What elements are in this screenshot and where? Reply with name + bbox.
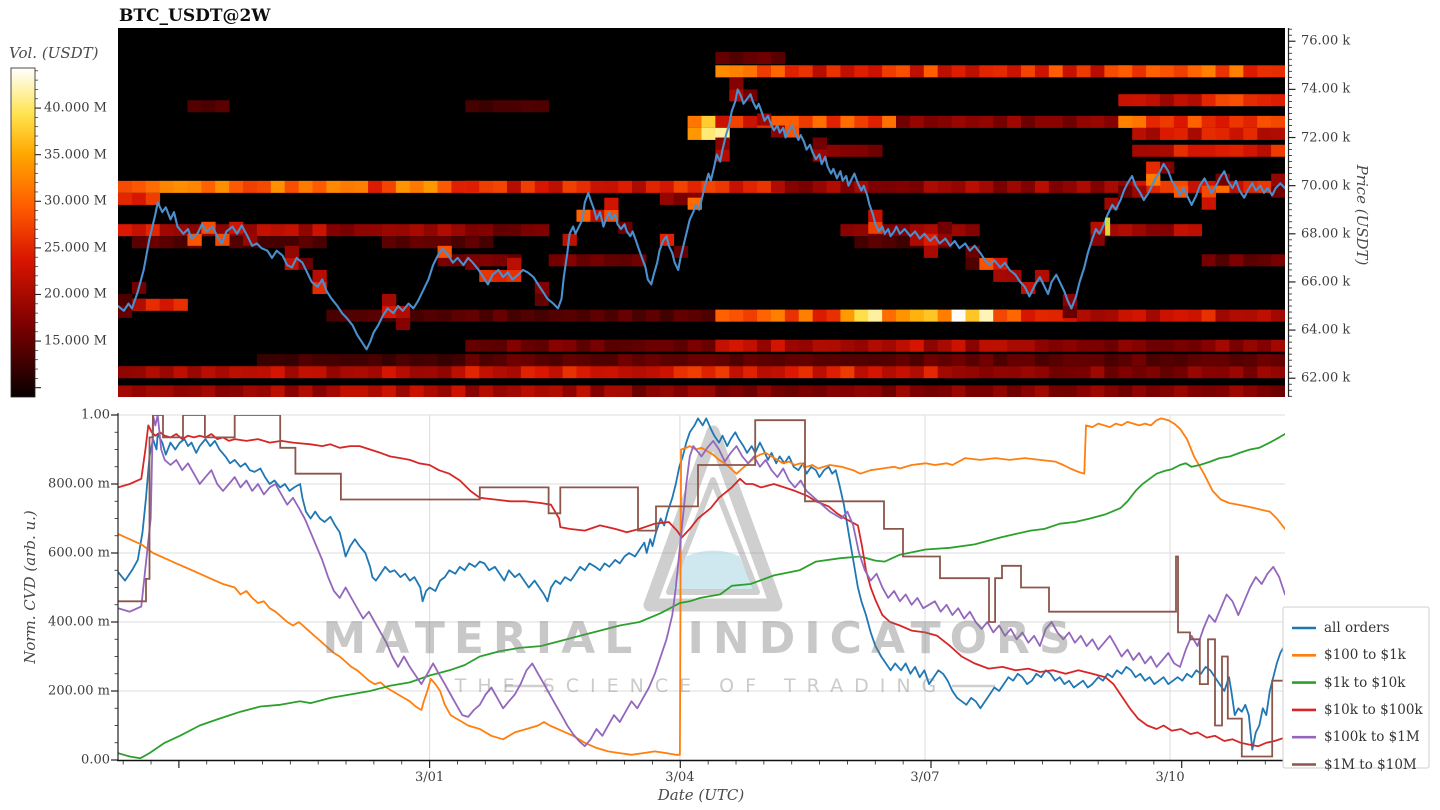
legend-item-all-orders: all orders xyxy=(1324,620,1390,636)
chart-title: BTC_USDT@2W xyxy=(119,6,271,26)
cvd-tick-label: 400.00 m xyxy=(48,614,110,630)
legend-item--100-to-1k: $100 to $1k xyxy=(1324,647,1406,664)
cvd-tick-label: 0.00 xyxy=(81,752,110,768)
date-tick-label: 3/01 xyxy=(414,770,445,785)
colorbar-tick-label: 20.000 M xyxy=(44,286,107,302)
date-tick-label: 3/10 xyxy=(1155,770,1185,785)
colorbar-tick-label: 25.000 M xyxy=(44,240,107,256)
price-tick-label: 68.00 k xyxy=(1301,226,1351,242)
cvd-tick-label: 1.00 xyxy=(81,407,110,423)
colorbar-axis-label: Vol. (USDT) xyxy=(9,44,99,62)
watermark-tagline-text: THE SCIENCE OF TRADING xyxy=(454,675,948,697)
price-tick-label: 62.00 k xyxy=(1301,370,1351,386)
colorbar-tick-label: 15.000 M xyxy=(44,333,107,349)
price-tick-label: 76.00 k xyxy=(1301,33,1351,49)
price-tick-label: 70.00 k xyxy=(1301,178,1351,194)
cvd-tick-label: 600.00 m xyxy=(48,545,110,561)
colorbar-tick-label: 35.000 M xyxy=(44,147,107,163)
cvd-tick-label: 800.00 m xyxy=(48,476,110,492)
date-tick-label: 3/04 xyxy=(665,770,695,785)
watermark-brand-text: MATERIAL INDICATORS xyxy=(322,613,1080,664)
price-tick-label: 64.00 k xyxy=(1301,322,1351,338)
cvd-axis-label: Norm. CVD (arb. u.) xyxy=(21,510,39,664)
price-axis-label: Price (USDT) xyxy=(1353,164,1371,266)
legend-item--1k-to-10k: $1k to $10k xyxy=(1324,674,1406,691)
legend-item--10k-to-100k: $10k to $100k xyxy=(1324,701,1423,718)
legend-item--1m-to-10m: $1M to $10M xyxy=(1324,756,1417,773)
colorbar-tick-label: 40.000 M xyxy=(44,100,107,116)
cvd-tick-label: 200.00 m xyxy=(48,683,110,699)
price-tick-label: 74.00 k xyxy=(1301,81,1351,97)
colorbar-tick-label: 30.000 M xyxy=(44,193,107,209)
legend-item--100k-to-1m: $100k to $1M xyxy=(1324,729,1420,746)
date-tick-label: 3/07 xyxy=(910,770,940,785)
date-axis-label: Date (UTC) xyxy=(657,786,745,804)
price-tick-label: 72.00 k xyxy=(1301,130,1351,146)
price-tick-label: 66.00 k xyxy=(1301,274,1351,290)
